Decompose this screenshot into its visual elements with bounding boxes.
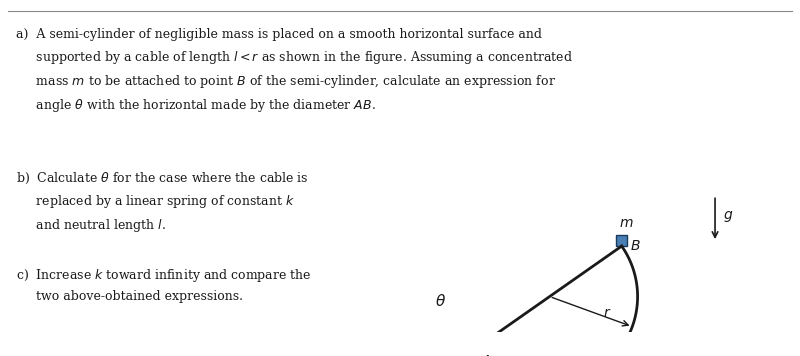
Text: b)  Calculate $\theta$ for the case where the cable is
     replaced by a linear: b) Calculate $\theta$ for the case where… <box>16 171 309 234</box>
Text: c)  Increase $k$ toward infinity and compare the
     two above-obtained express: c) Increase $k$ toward infinity and comp… <box>16 267 311 303</box>
Text: $\theta$: $\theta$ <box>435 293 446 309</box>
Text: $B$: $B$ <box>630 240 641 253</box>
Text: $A$: $A$ <box>481 354 492 356</box>
Text: $g$: $g$ <box>723 209 734 224</box>
Polygon shape <box>616 235 627 246</box>
Text: $r$: $r$ <box>603 305 611 320</box>
Text: a)  A semi-cylinder of negligible mass is placed on a smooth horizontal surface : a) A semi-cylinder of negligible mass is… <box>16 28 573 114</box>
Text: $m$: $m$ <box>619 216 634 230</box>
